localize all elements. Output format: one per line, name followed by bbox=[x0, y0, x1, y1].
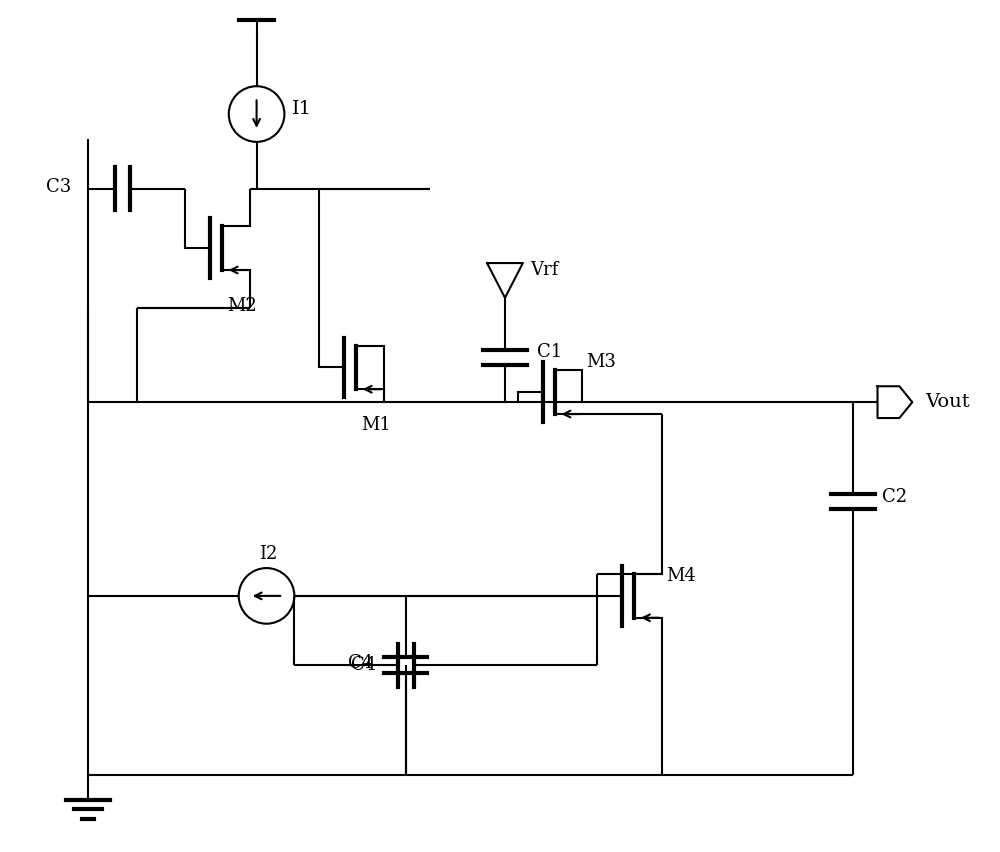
Text: M1: M1 bbox=[361, 416, 391, 434]
Text: M2: M2 bbox=[227, 296, 257, 314]
Text: Vrf: Vrf bbox=[530, 261, 558, 279]
Text: C3: C3 bbox=[46, 177, 71, 196]
Text: M3: M3 bbox=[586, 354, 616, 371]
Text: C4: C4 bbox=[348, 654, 373, 672]
Text: C1: C1 bbox=[537, 343, 562, 361]
Text: C4: C4 bbox=[351, 656, 376, 675]
Text: Vout: Vout bbox=[925, 393, 970, 412]
Text: I1: I1 bbox=[292, 100, 312, 118]
Text: I2: I2 bbox=[259, 545, 277, 563]
Text: C2: C2 bbox=[882, 487, 908, 505]
Text: M4: M4 bbox=[666, 567, 696, 585]
